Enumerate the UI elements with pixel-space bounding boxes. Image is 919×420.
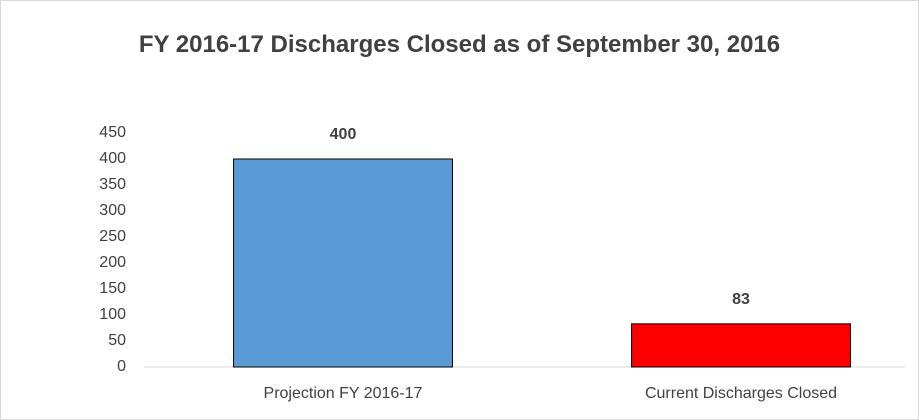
x-tick-label: Current Discharges Closed <box>645 385 837 402</box>
y-tick-label: 50 <box>108 332 126 349</box>
y-tick-label: 350 <box>99 176 126 193</box>
y-tick-label: 400 <box>99 150 126 167</box>
bar <box>631 323 851 368</box>
y-tick-label: 300 <box>99 202 126 219</box>
y-tick-label: 450 <box>99 124 126 141</box>
data-label: 83 <box>732 291 750 308</box>
y-tick-label: 0 <box>117 358 126 375</box>
x-tick-label: Projection FY 2016-17 <box>264 385 423 402</box>
bar <box>233 158 453 368</box>
y-tick-label: 100 <box>99 306 126 323</box>
y-tick-label: 150 <box>99 280 126 297</box>
y-tick-label: 200 <box>99 254 126 271</box>
y-tick-label: 250 <box>99 228 126 245</box>
chart-title: FY 2016-17 Discharges Closed as of Septe… <box>138 31 781 58</box>
data-label: 400 <box>330 126 357 143</box>
